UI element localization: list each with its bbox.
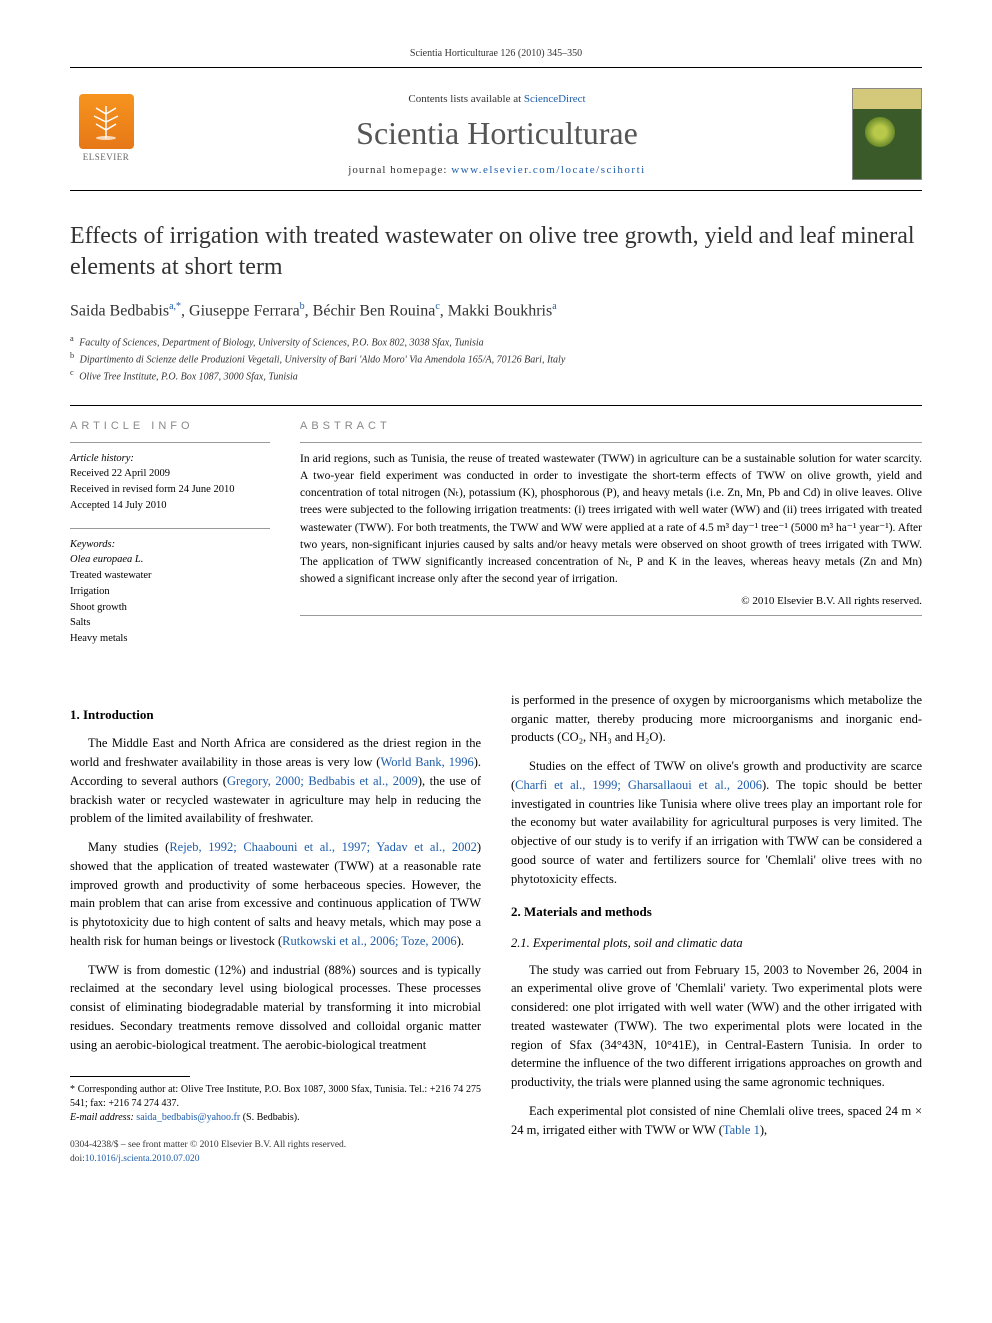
footnotes: * Corresponding author at: Olive Tree In…	[70, 1083, 481, 1125]
info-abstract-row: ARTICLE INFO Article history: Received 2…	[70, 405, 922, 661]
accepted-date: Accepted 14 July 2010	[70, 500, 167, 511]
article-info: ARTICLE INFO Article history: Received 2…	[70, 420, 270, 661]
contents-prefix: Contents lists available at	[408, 93, 523, 105]
email-line: E-mail address: saida_bedbabis@yahoo.fr …	[70, 1111, 481, 1125]
body-column-left: 1. Introduction The Middle East and Nort…	[70, 691, 481, 1166]
homepage-link[interactable]: www.elsevier.com/locate/scihorti	[451, 164, 646, 176]
journal-cover-thumb	[852, 88, 922, 180]
received-date: Received 22 April 2009	[70, 468, 170, 479]
article-info-heading: ARTICLE INFO	[70, 420, 270, 432]
journal-name: Scientia Horticulturae	[142, 115, 852, 152]
masthead: ELSEVIER Contents lists available at Sci…	[70, 80, 922, 191]
abstract-text: In arid regions, such as Tunisia, the re…	[300, 442, 922, 589]
page: Scientia Horticulturae 126 (2010) 345–35…	[0, 0, 992, 1206]
abstract-bottom-rule	[300, 615, 922, 616]
authors: Saida Bedbabisa,*, Giuseppe Ferrarab, Bé…	[70, 301, 922, 320]
methods-heading: 2. Materials and methods	[511, 902, 922, 922]
table-link[interactable]: Table 1	[723, 1123, 760, 1137]
top-rule	[70, 67, 922, 68]
ref-link[interactable]: World Bank, 1996	[380, 755, 473, 769]
col2-p2: Studies on the effect of TWW on olive's …	[511, 757, 922, 888]
doi-line: doi:10.1016/j.scienta.2010.07.020	[70, 1153, 481, 1166]
keyword: Salts	[70, 617, 90, 628]
doi-link[interactable]: 10.1016/j.scienta.2010.07.020	[85, 1154, 200, 1164]
body-column-right: is performed in the presence of oxygen b…	[511, 691, 922, 1166]
history-label: Article history:	[70, 453, 134, 464]
abstract-heading: ABSTRACT	[300, 420, 922, 432]
methods-p2: Each experimental plot consisted of nine…	[511, 1102, 922, 1140]
running-head: Scientia Horticulturae 126 (2010) 345–35…	[70, 48, 922, 59]
masthead-center: Contents lists available at ScienceDirec…	[142, 93, 852, 176]
article-history: Article history: Received 22 April 2009 …	[70, 442, 270, 514]
ref-link[interactable]: Charfi et al., 1999; Gharsallaoui et al.…	[515, 778, 762, 792]
sciencedirect-link[interactable]: ScienceDirect	[524, 93, 586, 105]
keyword: Heavy metals	[70, 633, 127, 644]
intro-heading: 1. Introduction	[70, 705, 481, 725]
keyword: Olea europaea L.	[70, 554, 143, 565]
intro-p1: The Middle East and North Africa are con…	[70, 734, 481, 828]
revised-date: Received in revised form 24 June 2010	[70, 484, 234, 495]
homepage-line: journal homepage: www.elsevier.com/locat…	[142, 164, 852, 176]
copyright-line: © 2010 Elsevier B.V. All rights reserved…	[300, 595, 922, 607]
ref-link[interactable]: Gregory, 2000; Bedbabis et al., 2009	[227, 774, 418, 788]
issn-line: 0304-4238/$ – see front matter © 2010 El…	[70, 1139, 481, 1152]
publisher-logo: ELSEVIER	[70, 94, 142, 174]
methods-p1: The study was carried out from February …	[511, 961, 922, 1092]
affiliation: b Dipartimento di Scienze delle Produzio…	[70, 350, 922, 367]
homepage-prefix: journal homepage:	[348, 164, 451, 176]
affiliation: c Olive Tree Institute, P.O. Box 1087, 3…	[70, 367, 922, 384]
article-title: Effects of irrigation with treated waste…	[70, 221, 922, 283]
bottom-meta: 0304-4238/$ – see front matter © 2010 El…	[70, 1139, 481, 1166]
keywords-block: Keywords: Olea europaea L. Treated wastew…	[70, 528, 270, 647]
publisher-word: ELSEVIER	[83, 152, 130, 162]
intro-p2: Many studies (Rejeb, 1992; Chaabouni et …	[70, 838, 481, 951]
corresponding-author: * Corresponding author at: Olive Tree In…	[70, 1083, 481, 1111]
intro-p3: TWW is from domestic (12%) and industria…	[70, 961, 481, 1055]
contents-line: Contents lists available at ScienceDirec…	[142, 93, 852, 105]
keyword: Shoot growth	[70, 602, 127, 613]
keywords-label: Keywords:	[70, 539, 115, 550]
methods-sub-heading: 2.1. Experimental plots, soil and climat…	[511, 934, 922, 953]
abstract-column: ABSTRACT In arid regions, such as Tunisi…	[300, 420, 922, 661]
keyword: Irrigation	[70, 586, 110, 597]
body-columns: 1. Introduction The Middle East and Nort…	[70, 691, 922, 1166]
ref-link[interactable]: Rutkowski et al., 2006; Toze, 2006	[282, 934, 457, 948]
email-link[interactable]: saida_bedbabis@yahoo.fr	[136, 1112, 240, 1123]
affiliation: a Faculty of Sciences, Department of Bio…	[70, 333, 922, 350]
keyword: Treated wastewater	[70, 570, 152, 581]
elsevier-tree-icon	[79, 94, 134, 149]
footnote-rule	[70, 1076, 190, 1077]
affiliations: a Faculty of Sciences, Department of Bio…	[70, 333, 922, 385]
ref-link[interactable]: Rejeb, 1992; Chaabouni et al., 1997; Yad…	[169, 840, 477, 854]
col2-p1: is performed in the presence of oxygen b…	[511, 691, 922, 747]
